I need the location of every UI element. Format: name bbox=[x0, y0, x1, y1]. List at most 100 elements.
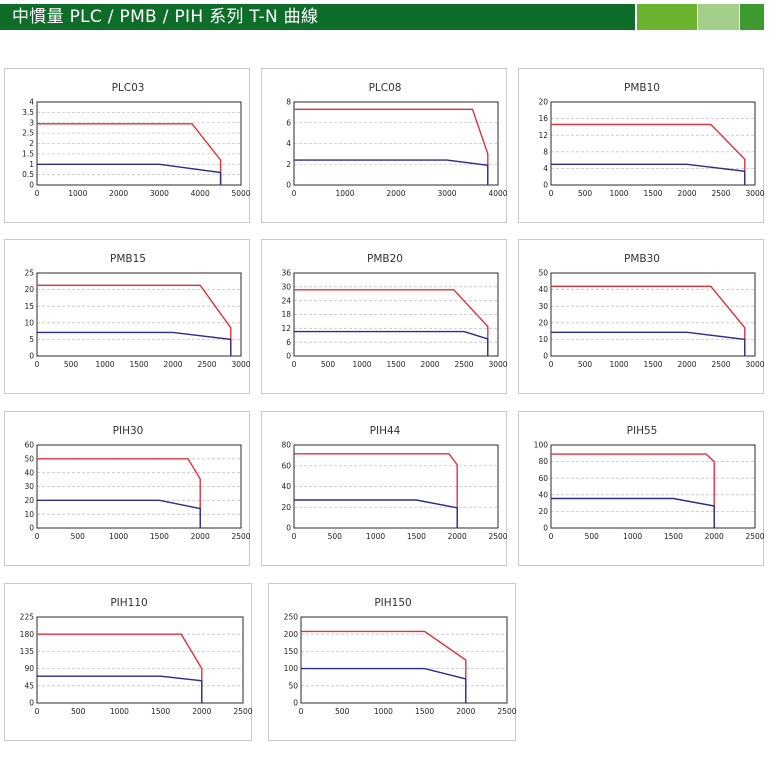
continuous-torque-line bbox=[37, 499, 201, 528]
y-tick-label: 40 bbox=[538, 490, 548, 499]
y-tick-label: 10 bbox=[538, 335, 548, 344]
y-tick-label: 2 bbox=[29, 139, 34, 148]
x-tick-label: 3000 bbox=[745, 189, 764, 198]
x-tick-label: 1000 bbox=[68, 189, 87, 198]
y-tick-label: 0 bbox=[29, 524, 34, 533]
chart-svg: PLC08 0 2 4 6 8 0 1000 2000 3000 4000 bbox=[286, 82, 508, 198]
x-tick-label: 0 bbox=[35, 707, 40, 716]
x-tick-label: 2000 bbox=[448, 532, 467, 541]
continuous-torque-line bbox=[37, 675, 203, 703]
x-tick-label: 500 bbox=[585, 532, 600, 541]
x-tick-label: 2500 bbox=[197, 360, 216, 369]
chart-panel-pmb10: PMB10 0 4 8 12 16 20 0 500 1000 1500 2000 2500 3000 bbox=[518, 68, 765, 223]
x-tick-label: 1500 bbox=[150, 532, 169, 541]
peak-torque-line bbox=[37, 458, 201, 528]
chart-panel-pih30: PIH30 0 10 20 30 40 50 60 0 500 1000 1500 2000 2500 bbox=[4, 411, 251, 566]
y-tick-label: 150 bbox=[284, 647, 299, 656]
x-tick-label: 1000 bbox=[609, 360, 628, 369]
x-tick-label: 2500 bbox=[745, 532, 764, 541]
chart-panel-plc03: PLC03 0 0.5 1 1.5 2 2.5 3 3.5 4 0 1000 2000 3000 4000 5… bbox=[4, 68, 251, 223]
y-tick-label: 12 bbox=[281, 324, 291, 333]
y-tick-label: 60 bbox=[281, 461, 291, 470]
continuous-torque-line bbox=[294, 499, 458, 528]
plot-frame bbox=[36, 101, 242, 186]
continuous-torque-line bbox=[294, 159, 489, 185]
y-tick-label: 0 bbox=[543, 524, 548, 533]
x-tick-label: 1500 bbox=[407, 532, 426, 541]
y-tick-label: 0 bbox=[29, 181, 34, 190]
y-tick-label: 1.5 bbox=[22, 149, 34, 158]
x-tick-label: 1000 bbox=[366, 532, 385, 541]
x-tick-label: 0 bbox=[292, 189, 297, 198]
chart-title: PMB30 bbox=[624, 253, 660, 265]
plot-frame bbox=[36, 272, 242, 357]
header-title-bar: 中慣量 PLC / PMB / PIH 系列 T-N 曲線 bbox=[0, 4, 635, 30]
x-tick-label: 500 bbox=[578, 189, 593, 198]
y-tick-label: 6 bbox=[286, 118, 291, 127]
page-header: 中慣量 PLC / PMB / PIH 系列 T-N 曲線 bbox=[0, 0, 772, 31]
y-tick-label: 0 bbox=[286, 352, 291, 361]
x-tick-label: 4000 bbox=[191, 189, 210, 198]
y-tick-label: 2 bbox=[286, 160, 291, 169]
y-tick-label: 50 bbox=[538, 269, 548, 278]
x-tick-label: 1000 bbox=[352, 360, 371, 369]
x-tick-label: 3000 bbox=[150, 189, 169, 198]
continuous-torque-line bbox=[551, 497, 715, 528]
peak-torque-line bbox=[301, 630, 467, 703]
y-tick-label: 60 bbox=[24, 441, 34, 450]
y-tick-label: 3 bbox=[29, 118, 34, 127]
y-tick-label: 20 bbox=[538, 98, 548, 107]
y-tick-label: 0.5 bbox=[22, 170, 34, 179]
chart-panel-pmb30: PMB30 0 10 20 30 40 50 0 500 1000 1500 2000 2500 3000 bbox=[518, 239, 765, 394]
x-tick-label: 2000 bbox=[109, 189, 128, 198]
chart-title: PMB15 bbox=[110, 253, 146, 265]
y-tick-label: 6 bbox=[286, 338, 291, 347]
chart-svg: PIH30 0 10 20 30 40 50 60 0 500 1000 1500 2000 2500 bbox=[24, 425, 250, 541]
plot-frame bbox=[293, 444, 499, 529]
y-tick-label: 10 bbox=[24, 510, 34, 519]
y-tick-label: 0 bbox=[29, 352, 34, 361]
x-tick-label: 2000 bbox=[456, 707, 475, 716]
y-tick-label: 16 bbox=[538, 114, 548, 123]
x-tick-label: 500 bbox=[335, 707, 350, 716]
y-tick-label: 80 bbox=[538, 457, 548, 466]
plot-frame bbox=[293, 272, 499, 357]
y-tick-label: 20 bbox=[24, 285, 34, 294]
y-tick-label: 20 bbox=[538, 507, 548, 516]
continuous-torque-line bbox=[294, 330, 489, 356]
peak-torque-line bbox=[294, 289, 489, 356]
chart-title: PIH150 bbox=[374, 597, 411, 609]
peak-torque-line bbox=[294, 453, 458, 528]
chart-title: PIH55 bbox=[627, 425, 658, 437]
chart-title: PMB10 bbox=[624, 82, 660, 94]
y-tick-label: 50 bbox=[24, 454, 34, 463]
x-tick-label: 0 bbox=[35, 532, 40, 541]
y-tick-label: 200 bbox=[284, 630, 299, 639]
x-tick-label: 0 bbox=[35, 360, 40, 369]
x-tick-label: 0 bbox=[292, 532, 297, 541]
x-tick-label: 1000 bbox=[95, 360, 114, 369]
y-tick-label: 40 bbox=[538, 285, 548, 294]
plot-frame bbox=[300, 616, 508, 704]
peak-torque-line bbox=[551, 453, 715, 528]
x-tick-label: 2000 bbox=[677, 189, 696, 198]
peak-torque-line bbox=[294, 108, 489, 185]
y-tick-label: 4 bbox=[29, 98, 34, 107]
y-tick-label: 10 bbox=[24, 318, 34, 327]
peak-torque-line bbox=[551, 285, 746, 356]
x-tick-label: 500 bbox=[328, 532, 343, 541]
x-tick-label: 5000 bbox=[231, 189, 250, 198]
plot-frame bbox=[550, 272, 756, 357]
x-tick-label: 2500 bbox=[497, 707, 516, 716]
y-tick-label: 25 bbox=[24, 269, 34, 278]
chart-title: PMB20 bbox=[367, 253, 403, 265]
y-tick-label: 12 bbox=[538, 131, 548, 140]
x-tick-label: 2000 bbox=[386, 189, 405, 198]
y-tick-label: 50 bbox=[288, 681, 298, 690]
x-tick-label: 500 bbox=[578, 360, 593, 369]
x-tick-label: 2500 bbox=[711, 360, 730, 369]
y-tick-label: 30 bbox=[281, 282, 291, 291]
header-accent-band-3 bbox=[740, 4, 764, 30]
